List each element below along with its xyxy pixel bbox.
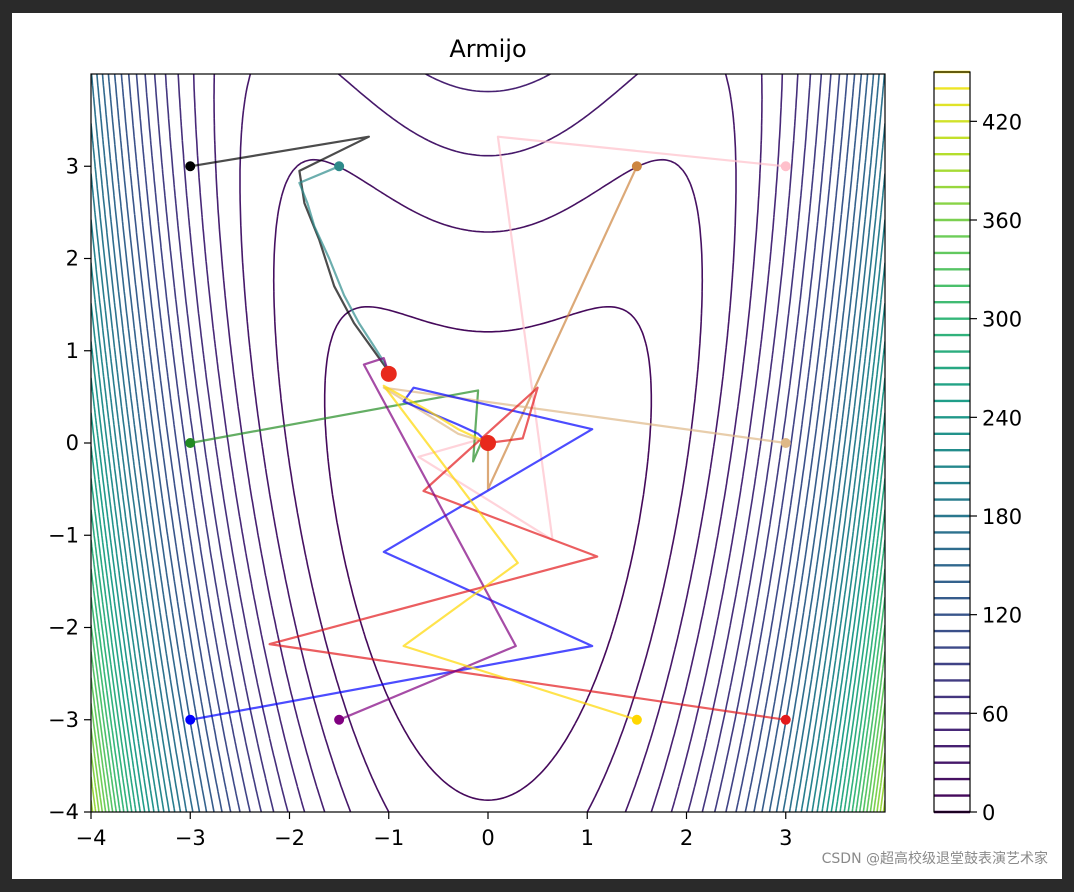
contour-plot (91, 74, 885, 812)
contour-line (239, 74, 737, 812)
series-start-point (334, 714, 345, 725)
contour-line (323, 306, 653, 801)
contour-line (91, 412, 885, 812)
series-line (382, 384, 638, 721)
contour-line (91, 677, 885, 812)
contour-line (91, 74, 885, 812)
minimum-marker (380, 365, 397, 382)
contour-line (91, 509, 885, 812)
contour-line (127, 74, 849, 812)
colorbar-tick-label: 0 (982, 801, 995, 825)
y-tick-label: −2 (48, 616, 79, 640)
colorbar-tick-label: 60 (982, 702, 1009, 726)
contour-line (91, 651, 885, 812)
contour-line (91, 539, 885, 812)
colorbar-tick-label: 300 (982, 308, 1022, 332)
series-start-point (185, 161, 196, 172)
series-start-point (780, 438, 791, 448)
series-start-point (780, 714, 791, 725)
contour-line (91, 568, 885, 812)
x-tick-label: −1 (373, 826, 404, 850)
series-line (417, 135, 786, 541)
figure: Armijo −4 −3 −2 −1 0 1 2 3 −4 −3 −2 −1 0 1 2 3 0 60 120 1… (12, 13, 1062, 879)
contour-line (91, 597, 885, 812)
series-line (486, 165, 638, 491)
contour-line (91, 446, 885, 812)
y-tick-label: 1 (66, 339, 79, 363)
x-tick-label: 2 (680, 826, 693, 850)
contour-line (144, 74, 832, 812)
contour-line (91, 478, 885, 812)
colorbar-tick-label: 120 (982, 604, 1022, 628)
contour-line (120, 74, 856, 812)
contour-line (91, 262, 885, 812)
contour-line (107, 74, 869, 812)
series-line (190, 386, 594, 721)
y-tick-label: −4 (48, 800, 79, 824)
chart-canvas: Armijo −4 −3 −2 −1 0 1 2 3 −4 −3 −2 −1 0 1 2 3 0 60 120 1… (48, 35, 1022, 850)
contour-line (101, 74, 875, 812)
y-tick-label: −1 (48, 523, 79, 547)
contour-line (91, 624, 885, 812)
colorbar: 0 60 120 180 240 300 360 420 (933, 70, 1022, 825)
contour-line (177, 74, 799, 812)
series-start-point (185, 714, 196, 725)
y-tick-label: −3 (48, 708, 79, 732)
series-line (298, 165, 390, 372)
x-tick-label: −3 (175, 826, 206, 850)
y-tick-label: 0 (66, 431, 79, 455)
contour-line (91, 303, 885, 812)
watermark: CSDN @超高校级退堂鼓表演艺术家 (821, 851, 1048, 867)
x-tick-label: 1 (581, 826, 594, 850)
x-axis: −4 −3 −2 −1 0 1 2 3 (76, 812, 792, 850)
contour-line (272, 158, 704, 812)
contour-line (91, 728, 885, 812)
y-axis: −4 −3 −2 −1 0 1 2 3 (48, 154, 91, 824)
contour-line (91, 173, 885, 812)
series-start-point (334, 161, 345, 172)
contour-line (91, 703, 885, 812)
series-start-point (631, 714, 642, 725)
series-line (190, 135, 387, 369)
y-tick-label: 3 (66, 154, 79, 178)
contour-line (153, 74, 823, 812)
contour-line (164, 74, 812, 812)
x-tick-label: 3 (779, 826, 792, 850)
colorbar-tick-label: 420 (982, 110, 1022, 134)
series-start-point (185, 438, 196, 448)
contour-line (91, 341, 885, 812)
minimum-marker (480, 435, 496, 451)
chart-title: Armijo (449, 35, 526, 63)
minima-markers (380, 365, 496, 451)
contour-line (96, 74, 880, 812)
colorbar-frame (933, 71, 971, 813)
contour-line (113, 74, 863, 812)
contour-line (91, 377, 885, 812)
optimization-paths (185, 135, 791, 725)
colorbar-tick-label: 180 (982, 505, 1022, 529)
series-start-point (780, 161, 791, 172)
colorbar-tick-label: 240 (982, 406, 1022, 430)
series-line (268, 386, 786, 721)
contour-line (91, 800, 885, 812)
contour-line (135, 74, 841, 812)
x-tick-label: 0 (481, 826, 494, 850)
contour-line (91, 752, 885, 812)
y-tick-label: 2 (66, 247, 79, 271)
contour-line (192, 74, 784, 812)
contour-line (91, 123, 885, 812)
x-tick-label: −2 (274, 826, 305, 850)
x-tick-label: −4 (76, 826, 107, 850)
colorbar-tick-label: 360 (982, 209, 1022, 233)
contour-line (91, 219, 885, 812)
series-start-point (631, 161, 642, 172)
series-line (338, 357, 517, 721)
contour-line (213, 74, 763, 812)
